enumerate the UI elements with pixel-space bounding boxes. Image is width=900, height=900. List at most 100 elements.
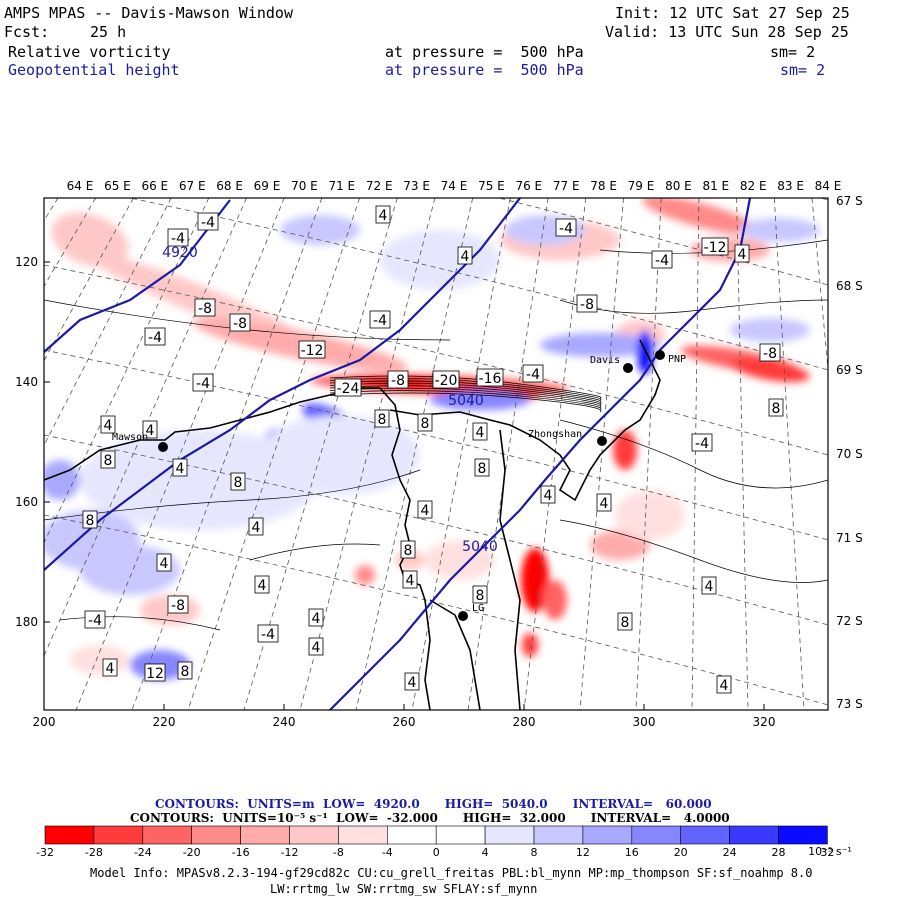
vorticity-label: -8 [167, 595, 189, 614]
vorticity-label-text: 8 [621, 615, 630, 631]
vorticity-label-text: -12 [301, 343, 324, 359]
station-dot [597, 436, 607, 446]
station-dot [458, 611, 468, 621]
vorticity-label-box [192, 373, 214, 392]
vorticity-contour-info: CONTOURS: UNITS=10⁻⁵ s⁻¹ LOW= -32.000 HI… [130, 811, 730, 825]
colorbar-tick-label: 8 [530, 846, 538, 859]
meridian-line [773, 198, 805, 710]
vorticity-label-box [100, 450, 116, 469]
vorticity-label: -16 [476, 368, 504, 387]
y-tick-label: 160 [15, 495, 38, 509]
height-contour-label: 5040 [462, 539, 498, 555]
vorticity-label-text: 4 [312, 640, 321, 656]
x-tick-label: 200 [33, 715, 56, 729]
vorticity-label-box [759, 343, 781, 362]
vorticity-label: -20 [432, 370, 460, 389]
vorticity-label-text: 4 [544, 488, 553, 504]
vorticity-label-text: 8 [378, 412, 387, 428]
vorticity-label-text: -12 [704, 240, 727, 256]
vorticity-label-text: 12 [146, 666, 164, 682]
vorticity-contour [329, 380, 602, 403]
parallel-line [819, 198, 828, 201]
vorticity-label: -4 [522, 364, 544, 383]
vorticity-label-text: -24 [337, 381, 360, 397]
vorticity-label: -8 [576, 294, 598, 313]
vorticity-label: 4 [100, 415, 116, 434]
vorticity-label-box [374, 409, 390, 428]
vorticity-label-text: 4 [379, 208, 388, 224]
vorticity-label-box [167, 595, 189, 614]
vorticity-label-text: 4 [160, 556, 169, 572]
vorticity-label-box [167, 228, 189, 247]
vorticity-label-box [230, 472, 246, 491]
colorbar-tick-label: 20 [673, 846, 688, 859]
vorticity-label-text: 4 [176, 461, 185, 477]
y-tick-label: 140 [15, 375, 38, 389]
colorbar-swatch [44, 825, 95, 845]
vorticity-label: 4 [248, 517, 264, 536]
vorticity-label-box [308, 608, 324, 627]
vorticity-label-text: -4 [171, 231, 185, 247]
vorticity-label: 4 [457, 246, 473, 265]
longitude-label: 73 E [403, 179, 430, 193]
vort-shade-blob [613, 430, 637, 470]
vorticity-label: 4 [102, 658, 118, 677]
height-contour-info: CONTOURS: UNITS=m LOW= 4920.0 HIGH= 5040… [155, 797, 712, 811]
colorbar-swatch [582, 825, 633, 845]
vorticity-label-box [417, 413, 433, 432]
vort-shade-blob [543, 580, 567, 620]
coastline-path [389, 339, 661, 502]
coastline-path [429, 599, 481, 710]
vorticity-label-box [82, 510, 98, 529]
vort-shade-blob [730, 318, 810, 342]
station-markers: Mawson Davis Zhongshan PNP LG [112, 350, 686, 621]
vorticity-label-text: 4 [406, 573, 415, 589]
vorticity-label: -4 [691, 433, 713, 452]
vorticity-label-text: 4 [408, 675, 417, 691]
vorticity-label-box [617, 612, 633, 631]
vorticity-label: 8 [177, 661, 193, 680]
station-dot [158, 442, 168, 452]
vorticity-contour [329, 390, 602, 411]
vorticity-label: 4 [402, 570, 418, 589]
vorticity-label: -4 [84, 610, 106, 629]
x-tick-label: 320 [753, 715, 776, 729]
longitude-label: 69 E [254, 179, 281, 193]
meridian-line [355, 198, 474, 710]
vorticity-label-box [474, 458, 490, 477]
height-contour-label: 4920 [162, 245, 198, 261]
vorticity-label-box [144, 663, 166, 682]
vorticity-contour [329, 382, 602, 405]
vorticity-label: -4 [369, 310, 391, 329]
vorticity-label-box [84, 610, 106, 629]
latitude-label: 67 S [836, 194, 863, 208]
vorticity-label: 4 [540, 485, 556, 504]
colorbar-tick-label: 28 [771, 846, 786, 859]
vort-shade-blob [521, 548, 549, 612]
meridian-line [736, 198, 749, 710]
valid-time: Valid: 13 UTC Sun 28 Sep 25 [605, 23, 849, 41]
longitude-label: 72 E [366, 179, 393, 193]
latitude-label: 68 S [836, 279, 863, 293]
vorticity-label: 8 [474, 458, 490, 477]
colorbar-tick-label: -32 [36, 846, 54, 859]
latitude-label: 69 S [836, 363, 863, 377]
vorticity-label-box [229, 313, 251, 332]
vorticity-label-box [257, 624, 279, 643]
colorbar-tick-label: -28 [84, 846, 103, 859]
colorbar-tick-label: -24 [133, 846, 152, 859]
vort-shade-blob [380, 230, 500, 290]
longitude-label: 68 E [216, 179, 243, 193]
vort-shade-blob [80, 430, 320, 530]
height-contour-label: 5040 [448, 393, 484, 409]
colorbar-swatch [680, 825, 730, 845]
vorticity-label: 4 [417, 500, 433, 519]
vorticity-label-text: 4 [476, 425, 485, 441]
vorticity-label: -4 [197, 212, 219, 231]
vorticity-label-box [172, 458, 188, 477]
forecast-label: Fcst: [4, 23, 50, 41]
vort-shade-blob [540, 333, 660, 357]
vorticity-label-text: 8 [404, 543, 413, 559]
meridian-line [75, 198, 285, 710]
vorticity-contour [329, 375, 602, 399]
